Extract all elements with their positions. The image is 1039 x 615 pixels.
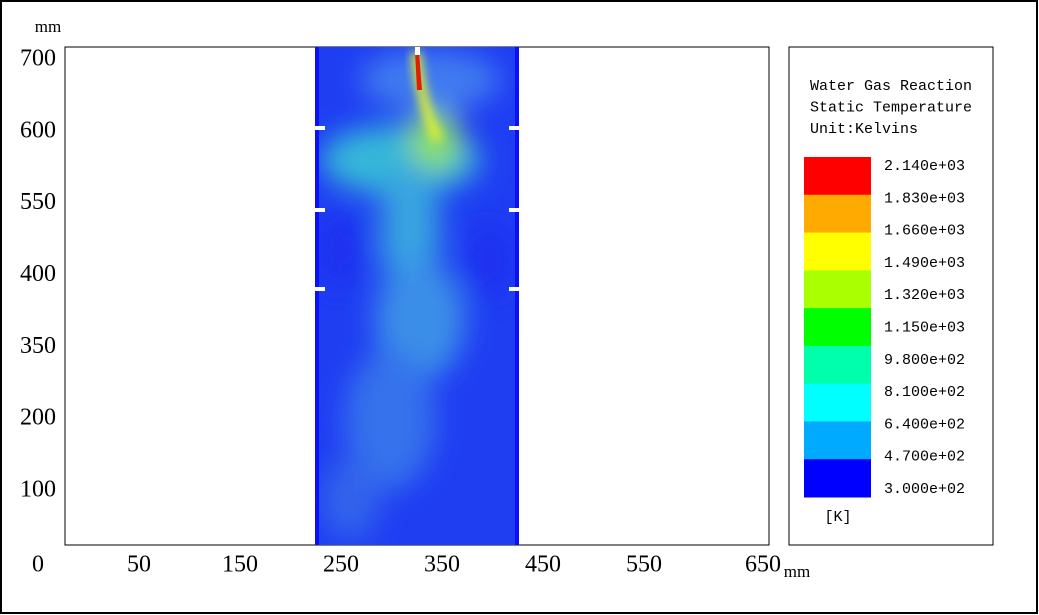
legend-level: 1.660e+03 bbox=[884, 223, 965, 240]
legend-level: 9.800e+02 bbox=[884, 352, 965, 369]
x-tick-label: 250 bbox=[323, 552, 359, 578]
legend-swatch bbox=[804, 345, 871, 385]
y-unit: mm bbox=[35, 17, 61, 36]
y-tick-label: 550 bbox=[20, 189, 56, 215]
legend-title: Water Gas Reaction bbox=[810, 78, 972, 95]
x-tick-label: 350 bbox=[424, 552, 460, 578]
y-tick-label: 200 bbox=[20, 405, 56, 431]
legend-swatch bbox=[804, 270, 871, 309]
legend-swatch bbox=[804, 232, 871, 271]
x-unit: mm bbox=[784, 562, 810, 581]
x-tick-label: 550 bbox=[626, 552, 662, 578]
x-tick-label: 450 bbox=[525, 552, 561, 578]
y-tick-label: 400 bbox=[20, 261, 56, 287]
legend-level: 1.320e+03 bbox=[884, 287, 965, 304]
legend-swatch bbox=[804, 421, 871, 460]
legend-swatch bbox=[804, 383, 871, 422]
legend-level: 1.830e+03 bbox=[884, 190, 965, 207]
legend-level: 6.400e+02 bbox=[884, 416, 965, 433]
legend-level: 1.490e+03 bbox=[884, 255, 965, 272]
x-tick-label: 650 bbox=[745, 552, 781, 578]
y-tick-label: 100 bbox=[20, 477, 56, 503]
legend-swatch bbox=[804, 459, 871, 498]
legend-title: Unit:Kelvins bbox=[810, 121, 918, 138]
legend-level: 8.100e+02 bbox=[884, 384, 965, 401]
legend-level: 4.700e+02 bbox=[884, 449, 965, 466]
legend-level: 1.150e+03 bbox=[884, 319, 965, 336]
x-tick-label: 150 bbox=[222, 552, 258, 578]
baffles bbox=[315, 47, 519, 291]
x-tick-label: 0 bbox=[32, 552, 44, 578]
x-tick-label: 50 bbox=[127, 552, 151, 578]
legend-level: 2.140e+03 bbox=[884, 158, 965, 175]
y-tick-label: 700 bbox=[20, 46, 56, 72]
legend-swatch bbox=[804, 194, 871, 234]
y-tick-label: 350 bbox=[20, 333, 56, 359]
y-tick-label: 600 bbox=[20, 117, 56, 143]
legend-title: Static Temperature bbox=[810, 99, 972, 116]
legend-level: 3.000e+02 bbox=[884, 481, 965, 498]
temperature-field bbox=[315, 47, 519, 545]
legend-unit: [K] bbox=[824, 509, 851, 526]
legend-swatch bbox=[804, 308, 871, 347]
legend-swatch bbox=[804, 157, 871, 196]
